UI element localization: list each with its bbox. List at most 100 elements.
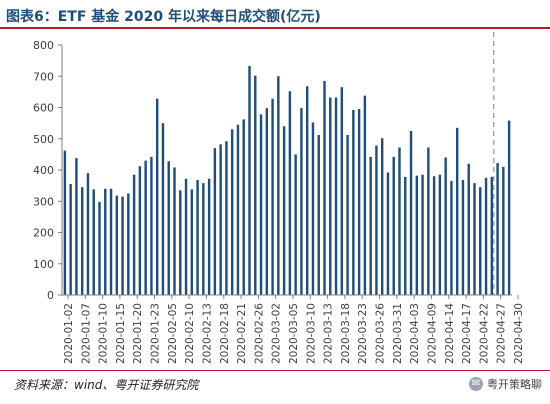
bar xyxy=(242,119,245,296)
bar xyxy=(144,160,147,296)
watermark-text: 粤开策略聊 xyxy=(487,378,542,391)
bar xyxy=(432,176,436,295)
bar xyxy=(196,180,199,295)
x-tick-label: 2020-01-15 xyxy=(115,303,127,364)
y-axis: 0 100 200 300 400 500 600 700 800 xyxy=(33,39,63,302)
x-tick-label: 2020-02-13 xyxy=(201,303,213,364)
bar xyxy=(161,123,165,296)
bar xyxy=(155,98,159,295)
bar xyxy=(265,108,269,296)
x-tick-label: 2020-02-21 xyxy=(236,303,248,364)
bar xyxy=(69,184,72,295)
bar xyxy=(484,177,488,295)
bar xyxy=(150,156,153,296)
x-tick-label: 2020-04-14 xyxy=(444,303,456,364)
bar xyxy=(98,201,101,296)
x-tick-label: 2020-03-02 xyxy=(271,303,283,364)
y-tick-label: 500 xyxy=(33,133,54,146)
bar xyxy=(340,87,344,295)
bar xyxy=(386,172,390,295)
bar xyxy=(121,196,124,295)
bar-series xyxy=(63,65,511,296)
y-tick-label: 600 xyxy=(33,102,54,115)
bar xyxy=(409,130,413,295)
x-tick-label: 2020-03-26 xyxy=(375,303,387,364)
bar xyxy=(230,129,234,296)
x-tick-label: 2020-01-23 xyxy=(150,303,162,364)
x-tick-label: 2020-02-10 xyxy=(184,303,196,364)
x-tick-label: 2020-04-09 xyxy=(426,303,438,364)
chart-title: 图表6：ETF 基金 2020 年以来每日成交额(亿元) xyxy=(6,9,321,25)
x-tick-label: 2020-01-10 xyxy=(98,303,110,364)
bar xyxy=(236,124,240,295)
x-tick-label: 2020-01-07 xyxy=(80,303,92,364)
bar xyxy=(63,150,67,296)
bar xyxy=(323,80,326,295)
bar xyxy=(259,114,263,296)
y-tick-label: 300 xyxy=(33,195,54,208)
bar xyxy=(248,65,251,295)
x-tick-label: 2020-01-02 xyxy=(63,303,75,364)
x-tick-label: 2020-04-17 xyxy=(461,303,473,364)
bar xyxy=(346,135,349,295)
bar xyxy=(132,174,136,295)
bar xyxy=(305,86,309,295)
bar xyxy=(467,163,470,295)
bar xyxy=(392,156,395,296)
x-tick-label: 2020-01-20 xyxy=(132,303,144,364)
bar xyxy=(398,147,401,295)
bar xyxy=(300,108,303,296)
bar xyxy=(357,109,361,295)
bar xyxy=(404,176,407,296)
bar xyxy=(109,188,113,295)
bar xyxy=(438,174,442,295)
bar xyxy=(190,189,194,296)
wechat-icon: ✉ xyxy=(469,377,483,391)
bar xyxy=(329,97,332,295)
x-tick-label: 2020-04-30 xyxy=(513,303,525,364)
bar xyxy=(282,126,286,295)
bar xyxy=(80,187,84,295)
bar xyxy=(421,174,424,295)
bar xyxy=(75,158,78,296)
bar xyxy=(317,135,320,295)
x-tick-label: 2020-03-05 xyxy=(288,303,300,364)
bar xyxy=(352,110,355,295)
x-tick-label: 2020-02-05 xyxy=(167,303,179,364)
y-tick-label: 100 xyxy=(33,258,54,271)
watermark: ✉ 粤开策略聊 xyxy=(469,376,542,392)
bar xyxy=(479,187,482,295)
title-divider xyxy=(0,27,550,29)
bar xyxy=(455,127,459,295)
bar xyxy=(213,148,217,296)
x-tick-label: 2020-04-27 xyxy=(496,303,508,364)
bar xyxy=(294,154,297,296)
x-tick-label: 2020-04-03 xyxy=(409,303,421,364)
bar xyxy=(202,183,205,296)
bar xyxy=(254,75,257,296)
x-tick-label: 2020-04-22 xyxy=(478,303,490,364)
bar xyxy=(277,76,280,295)
bar xyxy=(415,175,419,296)
bar xyxy=(507,120,511,296)
x-tick-label: 2020-02-26 xyxy=(253,303,265,364)
bar xyxy=(450,180,453,295)
x-tick-label: 2020-03-13 xyxy=(323,303,335,364)
bar xyxy=(207,178,211,295)
bar xyxy=(461,180,465,295)
bar xyxy=(92,189,95,296)
y-tick-label: 700 xyxy=(33,70,54,83)
bar xyxy=(271,98,274,295)
x-tick-label: 2020-03-10 xyxy=(305,303,317,364)
y-tick-label: 800 xyxy=(33,39,54,52)
x-tick-label: 2020-03-18 xyxy=(340,303,352,364)
bar xyxy=(138,166,142,295)
bar xyxy=(334,97,338,295)
bar xyxy=(369,156,372,296)
bar xyxy=(127,193,130,295)
bar xyxy=(104,188,107,295)
bar xyxy=(496,163,499,296)
x-tick-label: 2020-03-23 xyxy=(357,303,369,364)
x-tick-label: 2020-02-18 xyxy=(219,303,231,364)
